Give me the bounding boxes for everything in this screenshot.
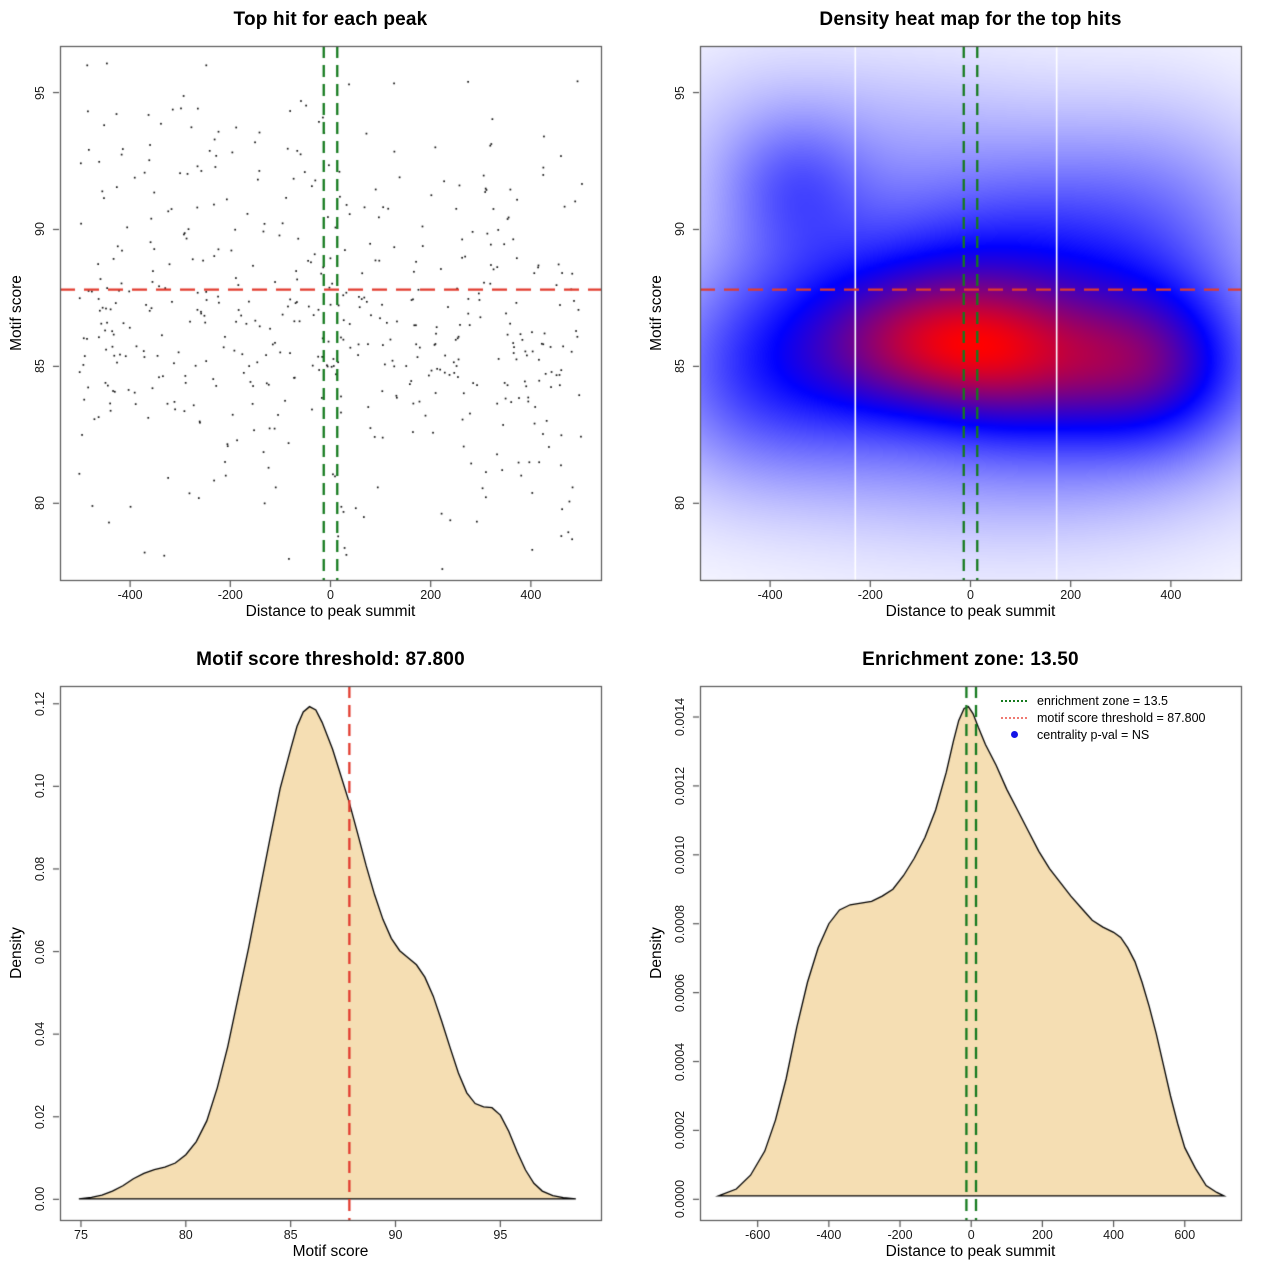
x-tick-label: -600 xyxy=(745,1228,771,1242)
y-tick-label: 0.0012 xyxy=(673,766,687,806)
x-tick-label: 400 xyxy=(520,588,542,602)
y-tick-label: 0.00 xyxy=(33,1187,47,1212)
y-tick-label: 80 xyxy=(673,496,687,511)
x-tick-label: 75 xyxy=(74,1228,88,1242)
y-tick-label: 0.08 xyxy=(33,856,47,882)
y-tick-label: 0.0008 xyxy=(673,904,687,943)
panel-motif-score-density: Motif score threshold: 87.800 Motif scor… xyxy=(0,640,640,1280)
x-tick-label: -400 xyxy=(816,1228,842,1242)
blue-dot-icon xyxy=(1000,731,1028,738)
y-tick-label: 0.04 xyxy=(33,1021,47,1047)
x-tick-label: 85 xyxy=(283,1228,298,1242)
distance-density-canvas xyxy=(640,640,1280,1280)
y-axis-label: Density xyxy=(8,927,25,979)
x-tick-label: 90 xyxy=(388,1228,403,1242)
y-axis-label: Motif score xyxy=(648,275,665,351)
y-tick-label: 80 xyxy=(33,496,47,511)
y-axis-label: Density xyxy=(648,927,665,979)
y-tick-label: 90 xyxy=(673,222,687,237)
legend-item-enrichment-zone: enrichment zone = 13.5 xyxy=(1000,692,1206,709)
legend: enrichment zone = 13.5 motif score thres… xyxy=(1000,692,1206,743)
x-tick-label: 0 xyxy=(967,1228,975,1242)
y-axis-label: Motif score xyxy=(8,275,25,351)
panel-title: Density heat map for the top hits xyxy=(819,9,1122,30)
y-tick-label: 0.0002 xyxy=(673,1111,687,1150)
y-tick-label: 0.06 xyxy=(33,939,47,964)
y-tick-label: 0.0014 xyxy=(673,697,687,737)
x-axis-label: Distance to peak summit xyxy=(885,603,1056,620)
x-tick-label: -200 xyxy=(217,588,243,602)
x-tick-label: 600 xyxy=(1174,1228,1196,1242)
y-tick-label: 0.0006 xyxy=(673,973,687,1012)
y-tick-label: 85 xyxy=(673,359,687,374)
legend-label: enrichment zone = 13.5 xyxy=(1037,693,1168,708)
x-tick-label: 400 xyxy=(1103,1228,1125,1242)
x-tick-label: -200 xyxy=(887,1228,913,1242)
panel-top-hit-scatter: Top hit for each peak Distance to peak s… xyxy=(0,0,640,640)
green-dotted-line-icon xyxy=(1000,699,1028,702)
panel-density-heatmap: Density heat map for the top hits Distan… xyxy=(640,0,1280,640)
y-tick-label: 95 xyxy=(33,85,47,100)
x-tick-label: 200 xyxy=(1060,588,1082,602)
y-tick-label: 0.12 xyxy=(33,691,47,716)
x-axis-label: Distance to peak summit xyxy=(245,603,416,620)
y-tick-label: 0.0000 xyxy=(673,1180,687,1219)
x-tick-label: 80 xyxy=(178,1228,193,1242)
x-tick-label: 200 xyxy=(1031,1228,1053,1242)
y-tick-label: 0.0004 xyxy=(673,1042,687,1081)
scatter-canvas xyxy=(0,0,640,640)
x-tick-label: -400 xyxy=(757,588,783,602)
y-tick-label: 85 xyxy=(33,359,47,374)
x-tick-label: 0 xyxy=(327,588,334,602)
y-tick-label: 95 xyxy=(673,85,687,100)
motif-density-canvas xyxy=(0,640,640,1280)
x-tick-label: -400 xyxy=(117,588,143,602)
panel-title: Enrichment zone: 13.50 xyxy=(862,649,1079,670)
heatmap-canvas xyxy=(640,0,1280,640)
y-tick-label: 0.0010 xyxy=(673,835,687,874)
y-tick-label: 0.10 xyxy=(33,774,47,799)
legend-item-motif-threshold: motif score threshold = 87.800 xyxy=(1000,709,1206,726)
legend-label: motif score threshold = 87.800 xyxy=(1037,710,1206,725)
y-tick-label: 0.02 xyxy=(33,1104,47,1129)
x-tick-label: 400 xyxy=(1160,588,1182,602)
legend-item-centrality-pval: centrality p-val = NS xyxy=(1000,726,1206,743)
red-dotted-line-icon xyxy=(1000,716,1028,719)
x-tick-label: 95 xyxy=(493,1228,508,1242)
legend-label: centrality p-val = NS xyxy=(1037,727,1150,742)
x-tick-label: -200 xyxy=(857,588,883,602)
x-tick-label: 0 xyxy=(967,588,974,602)
panel-title: Top hit for each peak xyxy=(233,9,428,30)
x-tick-label: 200 xyxy=(420,588,442,602)
panel-title: Motif score threshold: 87.800 xyxy=(196,649,465,670)
x-axis-label: Distance to peak summit xyxy=(885,1243,1056,1260)
y-tick-label: 90 xyxy=(33,222,47,237)
panel-distance-density: Enrichment zone: 13.50 Distance to peak … xyxy=(640,640,1280,1280)
x-axis-label: Motif score xyxy=(292,1243,369,1260)
